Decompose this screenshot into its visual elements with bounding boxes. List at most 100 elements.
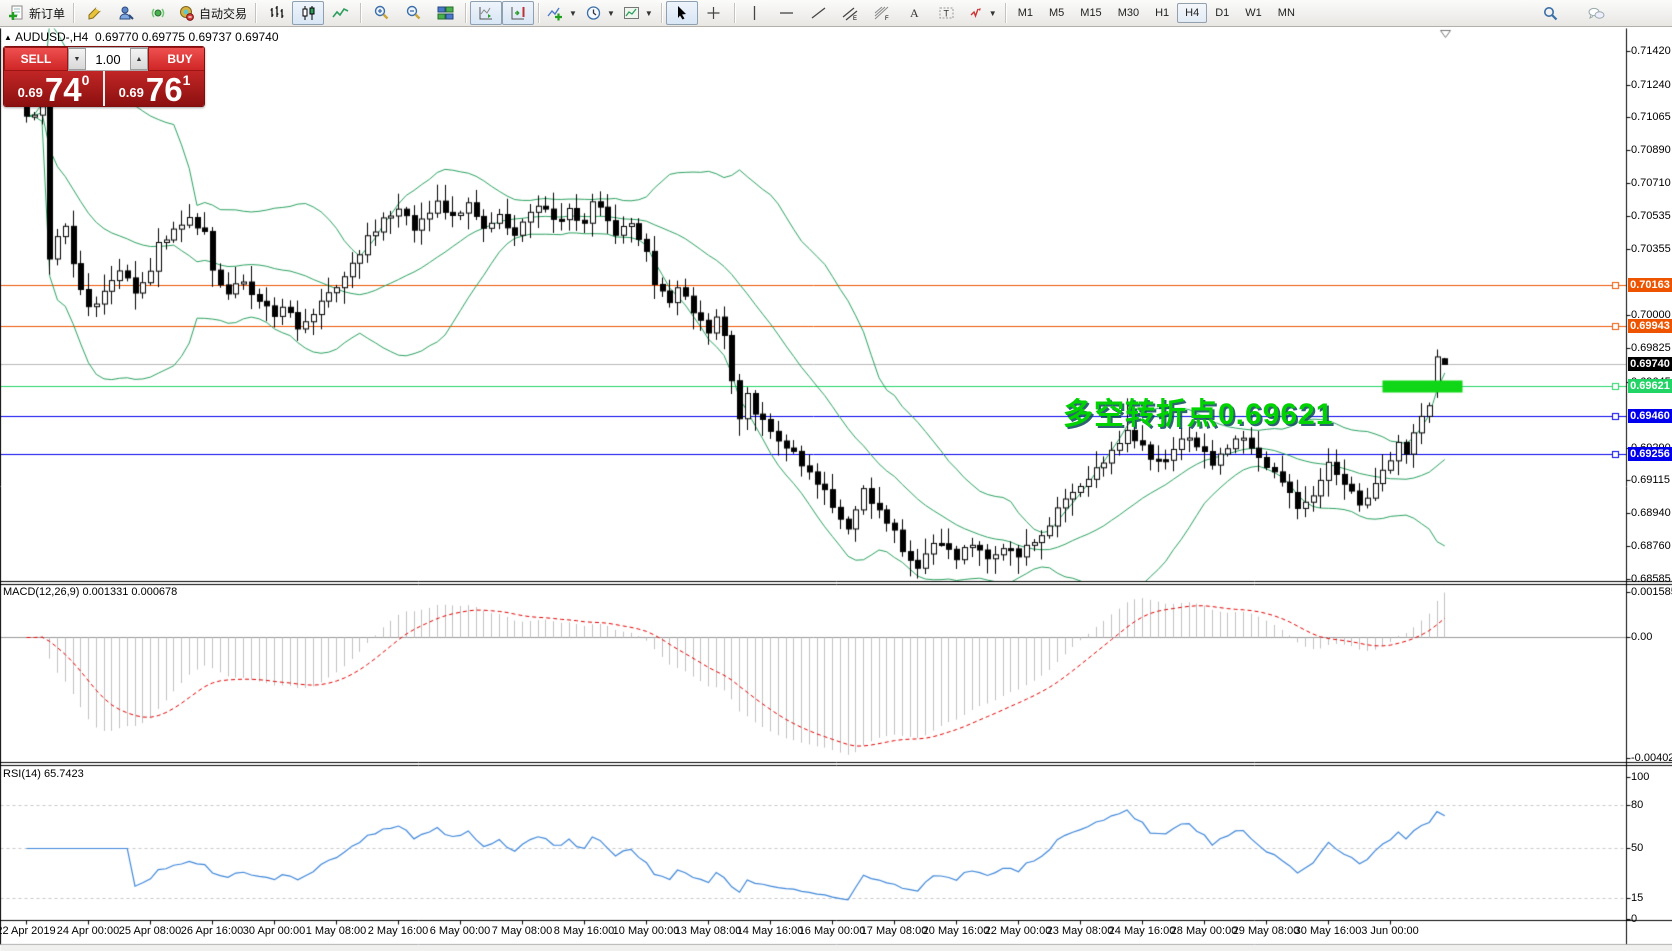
- tf-m30[interactable]: M30: [1117, 7, 1140, 19]
- candlestick-chart-button[interactable]: [292, 1, 325, 25]
- dropdown-caret-icon[interactable]: ▼: [569, 8, 577, 18]
- bars-icon: [268, 5, 285, 21]
- tf-mn[interactable]: MN: [1277, 7, 1295, 19]
- symbol-info: AUDUSD-,H4 0.69770 0.69775 0.69737 0.697…: [15, 30, 279, 44]
- rsi-caption: RSI(14) 65.7423: [3, 768, 84, 780]
- signals-button[interactable]: [142, 1, 174, 25]
- sell-price-pip: 0: [81, 72, 90, 88]
- horizontal-line-button[interactable]: [771, 1, 803, 25]
- templates-button[interactable]: ▼: [619, 1, 657, 25]
- macd-tick-label: 0.00: [1631, 631, 1653, 643]
- new-order-button[interactable]: 新订单: [4, 1, 69, 25]
- price-tick-label: 0.70355: [1631, 243, 1671, 256]
- buy-price-box[interactable]: 0.69 76 1: [105, 71, 204, 106]
- volume-down-button[interactable]: ▼: [68, 48, 86, 70]
- trendline-button[interactable]: [803, 1, 835, 25]
- svg-text:E: E: [853, 16, 857, 21]
- time-axis-label: 30 Apr 00:00: [242, 925, 306, 937]
- tf-d1[interactable]: D1: [1215, 7, 1230, 19]
- chat-button[interactable]: [1580, 2, 1612, 26]
- time-axis-label: 24 May 16:00: [1108, 925, 1176, 937]
- autotrading-button-label: 自动交易: [199, 6, 248, 21]
- tf-m15[interactable]: M15: [1080, 7, 1102, 19]
- current-price-tag: 0.69740: [1628, 356, 1672, 371]
- zoom-in-button[interactable]: [365, 1, 397, 25]
- volume-input[interactable]: [86, 48, 130, 70]
- tf-h1[interactable]: H1: [1155, 7, 1170, 19]
- arrows-icon: [967, 5, 984, 21]
- vertical-line-button[interactable]: [739, 1, 771, 25]
- time-axis-label: 28 May 00:00: [1170, 925, 1238, 937]
- price-tick-label: 0.71065: [1631, 111, 1671, 124]
- terminal-button[interactable]: [110, 1, 142, 25]
- arrows-button[interactable]: ▼: [963, 1, 1001, 25]
- zoomout-icon: [405, 5, 422, 21]
- volume-up-button[interactable]: ▲: [130, 48, 148, 70]
- tf-m5[interactable]: M5: [1049, 7, 1065, 19]
- line-chart-button[interactable]: [324, 1, 356, 25]
- dropdown-caret-icon[interactable]: ▼: [988, 8, 997, 18]
- toolbar-separator: [73, 3, 75, 23]
- text-icon: A: [906, 5, 923, 21]
- time-axis-label: 25 Apr 08:00: [118, 925, 182, 937]
- time-axis-label: 26 Apr 16:00: [180, 925, 244, 937]
- rsi-tick-label: 0: [1631, 913, 1638, 925]
- tf-m1[interactable]: M1: [1017, 7, 1033, 19]
- svg-text:T: T: [944, 9, 950, 19]
- crosshair-icon: [705, 5, 722, 21]
- price-tick-label: 0.68585: [1631, 573, 1671, 585]
- autoscroll-icon: [478, 5, 495, 21]
- periods-button[interactable]: ▼: [581, 1, 619, 25]
- chart-shift-button[interactable]: [502, 1, 535, 25]
- level-price-tag: 0.69460: [1628, 409, 1672, 424]
- price-tick-label: 0.70710: [1631, 177, 1671, 190]
- sell-price-box[interactable]: 0.69 74 0: [4, 71, 105, 106]
- rsi-tick-label: 50: [1631, 842, 1644, 854]
- text-button[interactable]: A: [899, 1, 931, 25]
- vline-icon: [746, 5, 763, 21]
- tile-windows-button[interactable]: [429, 1, 461, 25]
- indicators-icon: [547, 5, 564, 21]
- time-axis-label: 24 Apr 00:00: [56, 925, 120, 937]
- rsi-tick-label: 15: [1631, 891, 1644, 904]
- toolbar-separator: [1004, 3, 1006, 23]
- tf-h4[interactable]: H4: [1177, 3, 1208, 23]
- toolbar-separator: [733, 3, 735, 23]
- crosshair-button[interactable]: [698, 1, 730, 25]
- buy-button[interactable]: BUY: [148, 47, 204, 71]
- volume-spinner: ▼ ▲: [68, 47, 148, 71]
- price-tick-label: 0.70000: [1631, 309, 1671, 322]
- auto-scroll-button[interactable]: [470, 1, 503, 25]
- cursor-button[interactable]: [665, 1, 698, 25]
- templates-icon: [623, 5, 640, 21]
- equidistant-channel-button[interactable]: E: [835, 1, 867, 25]
- sell-price-big: 74: [44, 70, 82, 107]
- price-tick-label: 0.69115: [1631, 474, 1670, 487]
- sell-button[interactable]: SELL: [4, 47, 68, 71]
- text-label-button[interactable]: T: [931, 1, 963, 25]
- time-axis-label: 29 May 08:00: [1232, 925, 1300, 937]
- time-axis-label: 17 May 08:00: [860, 925, 928, 937]
- search-button[interactable]: [1534, 2, 1566, 26]
- dropdown-caret-icon[interactable]: ▼: [606, 8, 615, 18]
- zoom-out-button[interactable]: [397, 1, 429, 25]
- fibo-icon: F: [874, 5, 891, 21]
- time-axis-label: 22 Apr 2019: [0, 925, 56, 937]
- price-tick-label: 0.70535: [1631, 209, 1671, 222]
- fibonacci-button[interactable]: F: [867, 1, 899, 25]
- svg-text:A: A: [910, 6, 919, 20]
- metaeditor-button[interactable]: [78, 1, 110, 25]
- indicators-button[interactable]: ▼: [543, 1, 581, 25]
- signals-icon: [150, 5, 167, 21]
- price-chart-canvas[interactable]: [0, 28, 1672, 951]
- price-tick-label: 0.69825: [1631, 342, 1671, 355]
- dropdown-caret-icon[interactable]: ▼: [644, 8, 653, 18]
- macd-tick-label: -0.00402: [1631, 752, 1672, 764]
- rsi-tick-label: 100: [1631, 771, 1650, 783]
- toolbar-separator: [538, 3, 540, 23]
- window-marker-icon[interactable]: ▲: [4, 33, 12, 42]
- tf-w1[interactable]: W1: [1245, 7, 1262, 19]
- terminal-icon: [118, 5, 135, 21]
- bar-chart-button[interactable]: [260, 1, 292, 25]
- autotrading-button[interactable]: 自动交易: [174, 1, 251, 25]
